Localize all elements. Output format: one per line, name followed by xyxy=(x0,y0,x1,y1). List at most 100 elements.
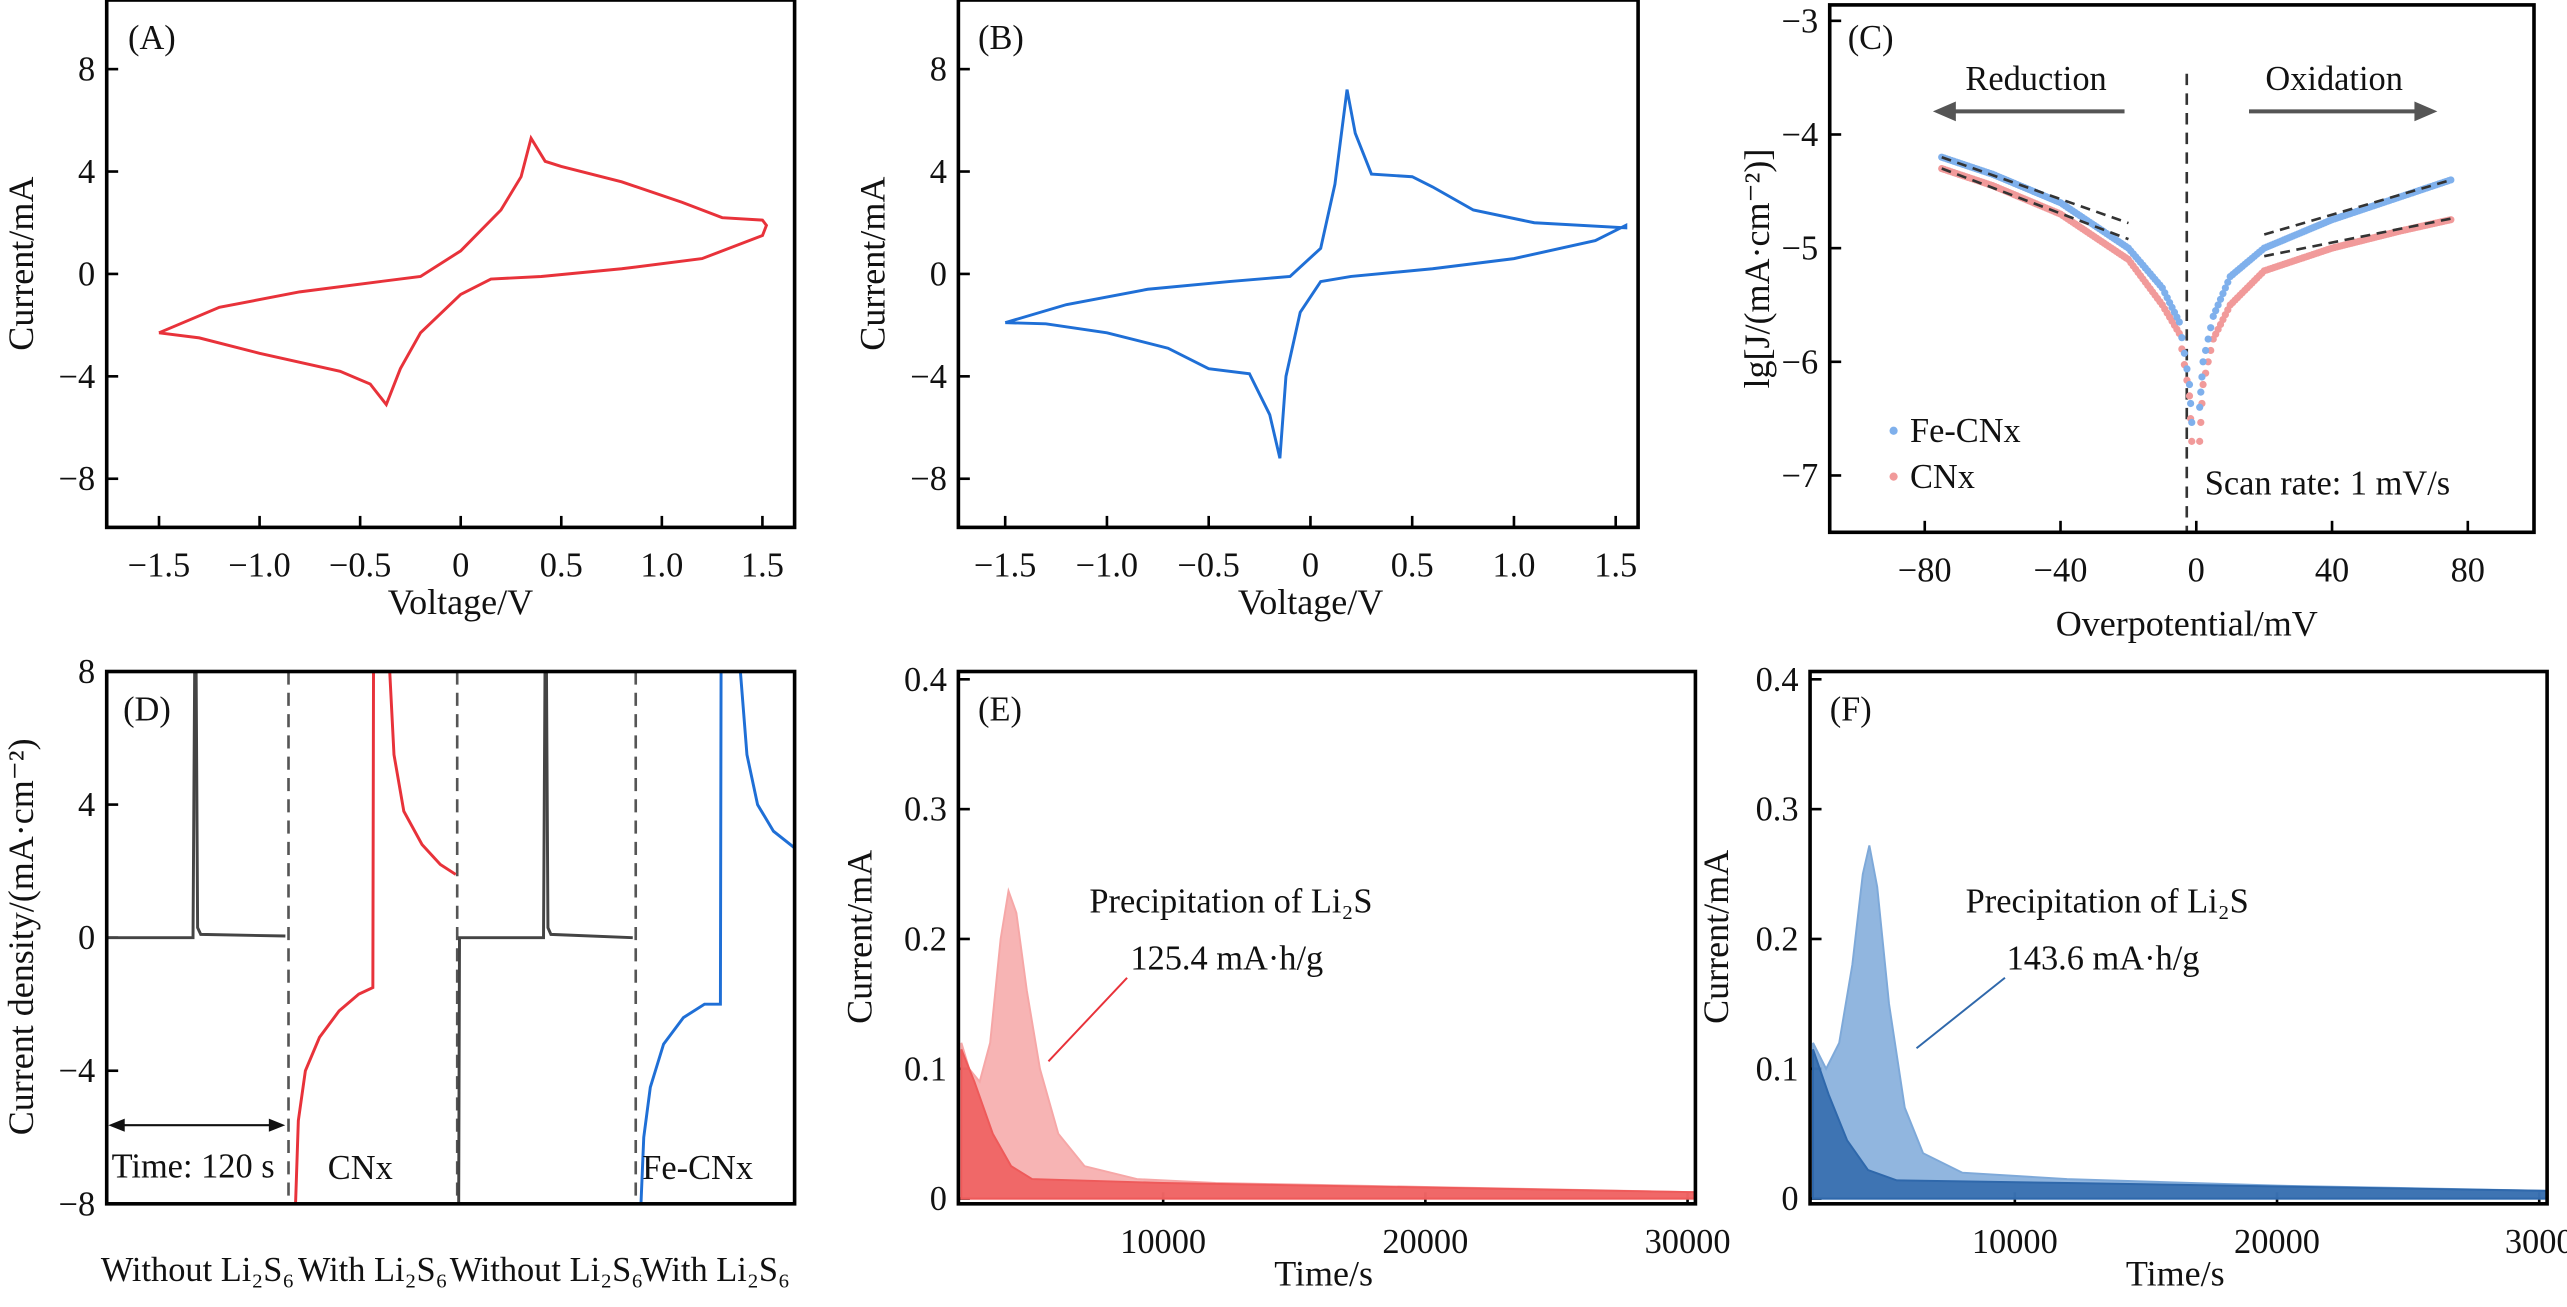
annotation-leader-line xyxy=(1915,977,2006,1049)
y-tick-label: 4 xyxy=(930,153,947,191)
y-tick-label: 8 xyxy=(930,51,947,89)
current-trace xyxy=(457,671,547,1204)
y-tick-label: 0 xyxy=(930,1180,947,1218)
x-tick-label: 10000 xyxy=(1972,1223,2058,1261)
data-point-fe-cnx xyxy=(2197,388,2205,396)
x-tick-label: 20000 xyxy=(1382,1223,1468,1261)
data-point-fe-cnx xyxy=(2219,290,2227,298)
data-point-fe-cnx xyxy=(2178,334,2186,342)
panel-label: (E) xyxy=(978,691,1022,729)
y-tick-label: 0.1 xyxy=(904,1050,947,1088)
panel-f: 0 0.1 0.2 0.3 0.4 10000 20000 3000 (F) Precipitat… xyxy=(1696,661,2567,1294)
x-tick-label: −1.0 xyxy=(228,547,290,585)
panel-c: −3 −4 −5 −6 −7 −80 −40 0 40 80 (C) Reduction Oxidati… xyxy=(1737,2,2536,643)
y-axis-label: Current/mA xyxy=(1,177,41,351)
tafel-fit-line xyxy=(1941,167,2129,241)
y-tick-label: 8 xyxy=(78,51,95,89)
plot-frame xyxy=(104,0,797,530)
data-point-fe-cnx xyxy=(2183,365,2191,373)
data-point-fe-cnx xyxy=(2204,335,2212,343)
y-axis-label: lg[J/(mA·cm⁻²)] xyxy=(1737,149,1777,389)
x-tick-label: −0.5 xyxy=(329,547,391,585)
y-tick-label: 0.4 xyxy=(904,661,947,699)
data-point-fe-cnx xyxy=(2212,307,2220,315)
arrow-left-icon xyxy=(1932,101,1956,122)
current-trace xyxy=(388,671,457,876)
data-point-fe-cnx xyxy=(2185,380,2194,389)
scan-rate-label: Scan rate: 1 mV/s xyxy=(2205,465,2450,503)
x-tick-label: 3000 xyxy=(2505,1223,2567,1261)
category-label: Without Li₂S₆ xyxy=(450,1251,644,1289)
y-tick-label: −6 xyxy=(1782,343,1819,381)
y-tick-label: 0.3 xyxy=(1756,791,1799,829)
annotation-title: Precipitation of Li₂S xyxy=(1966,882,2249,920)
data-point-fe-cnx xyxy=(2209,312,2217,320)
y-tick-label: −4 xyxy=(59,358,96,396)
legend-marker-fe-cnx xyxy=(1889,426,1898,435)
panel-label: (F) xyxy=(1830,691,1872,729)
time-label: Time: 120 s xyxy=(112,1148,275,1186)
x-tick-label: −80 xyxy=(1898,551,1952,589)
x-axis-label: Time/s xyxy=(2126,1254,2225,1294)
current-trace xyxy=(544,671,633,940)
y-tick-label: 0 xyxy=(930,255,947,293)
panel-label: (A) xyxy=(128,19,176,57)
current-trace xyxy=(194,671,286,938)
x-tick-label: 40 xyxy=(2315,551,2349,589)
data-point-fe-cnx xyxy=(2221,284,2229,292)
data-point-cnx xyxy=(2197,418,2205,427)
y-tick-label: 0.3 xyxy=(904,791,947,829)
y-tick-label: 8 xyxy=(78,653,95,691)
data-point-fe-cnx xyxy=(2180,349,2189,357)
category-label: With Li₂S₆ xyxy=(298,1251,448,1289)
y-axis-label: Current density/(mA·cm⁻²) xyxy=(1,738,41,1135)
data-point-fe-cnx xyxy=(2199,358,2207,366)
x-tick-label: 0 xyxy=(1302,547,1319,585)
x-tick-label: −0.5 xyxy=(1178,547,1240,585)
annotation-leader-line xyxy=(1047,977,1128,1062)
current-trace xyxy=(106,671,197,940)
x-tick-label: −40 xyxy=(2034,551,2088,589)
y-tick-label: −8 xyxy=(59,460,96,498)
y-tick-label: −4 xyxy=(59,1052,96,1090)
x-tick-label: 0.5 xyxy=(1391,547,1434,585)
x-tick-label: 1.5 xyxy=(741,547,784,585)
peak-area xyxy=(960,887,1697,1200)
data-point-fe-cnx xyxy=(2447,176,2455,184)
y-tick-label: −8 xyxy=(59,1185,96,1223)
data-point-cnx xyxy=(2204,358,2212,366)
data-point-fe-cnx xyxy=(2216,295,2225,303)
sample-label-fe-cnx: Fe-CNx xyxy=(642,1149,753,1187)
y-tick-label: −4 xyxy=(1782,116,1819,154)
x-tick-label: 0 xyxy=(2188,551,2205,589)
panel-e: 0 0.1 0.2 0.3 0.4 10000 20000 30000 (E) Precipita… xyxy=(840,661,1731,1294)
x-tick-label: 1.5 xyxy=(1594,547,1637,585)
current-trace xyxy=(639,671,723,1204)
data-point-fe-cnx xyxy=(2207,324,2215,332)
annotation-title: Precipitation of Li₂S xyxy=(1089,882,1372,920)
oxidation-label: Oxidation xyxy=(2265,60,2402,98)
y-tick-label: −5 xyxy=(1782,230,1819,268)
x-tick-label: 1.0 xyxy=(640,547,683,585)
data-point-fe-cnx xyxy=(2224,278,2232,286)
data-point-fe-cnx xyxy=(2202,346,2210,355)
data-point-cnx xyxy=(2188,437,2196,445)
y-tick-label: −3 xyxy=(1782,2,1819,40)
y-tick-label: 0 xyxy=(1781,1180,1798,1218)
y-tick-label: 4 xyxy=(78,153,95,191)
x-tick-label: 80 xyxy=(2451,551,2485,589)
panel-label: (B) xyxy=(978,19,1024,57)
x-tick-label: −1.5 xyxy=(128,547,190,585)
panel-b: −8 −4 0 4 8 −1.5 −1.0 −0.5 0 0.5 1.0 1.5 (B) Voltage/… xyxy=(853,0,1640,622)
x-axis-label: Voltage/V xyxy=(388,582,533,622)
data-point-fe-cnx xyxy=(2198,373,2206,381)
data-point-fe-cnx xyxy=(2214,301,2222,309)
y-axis-label: Current/mA xyxy=(1696,850,1736,1024)
y-tick-label: 0.2 xyxy=(1756,920,1799,958)
data-point-fe-cnx xyxy=(2187,399,2195,408)
cv-curve xyxy=(158,134,769,408)
current-trace xyxy=(738,671,796,850)
legend-marker-cnx xyxy=(1889,472,1898,481)
x-tick-label: 30000 xyxy=(1645,1223,1731,1261)
y-axis-label: Current/mA xyxy=(840,850,880,1024)
